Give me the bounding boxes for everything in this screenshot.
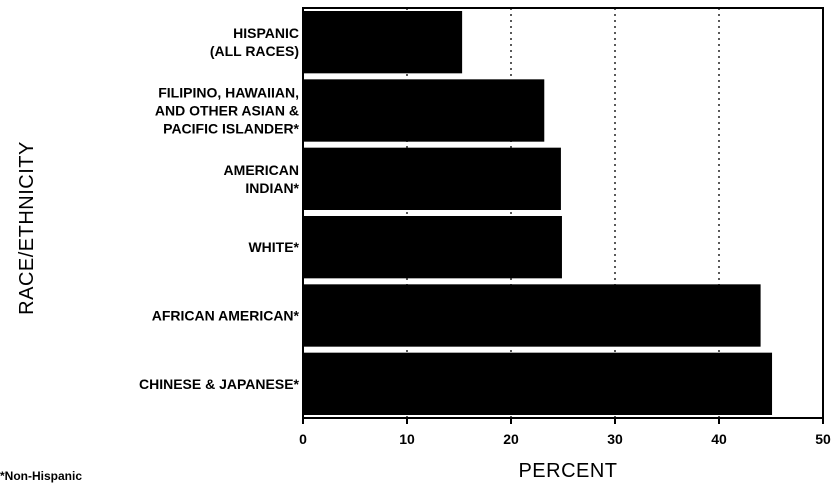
bars — [303, 11, 773, 415]
tick-label: 10 — [399, 431, 415, 447]
category-label: WHITE* — [248, 239, 299, 255]
tick-label: 20 — [503, 431, 519, 447]
category-label: HISPANIC — [233, 25, 299, 41]
category-label: CHINESE & JAPANESE* — [139, 376, 300, 392]
category-label: FILIPINO, HAWAIIAN, — [158, 85, 299, 101]
category-labels: HISPANIC (ALL RACES) FILIPINO, HAWAIIAN, AN… — [139, 25, 300, 392]
x-ticks: 0 10 20 30 40 50 — [299, 418, 831, 447]
bar — [303, 352, 773, 415]
bar — [303, 216, 562, 279]
tick-label: 50 — [815, 431, 831, 447]
tick-label: 30 — [607, 431, 623, 447]
category-label: (ALL RACES) — [210, 43, 299, 59]
bar — [303, 11, 463, 74]
footnote: *Non-Hispanic — [0, 469, 83, 483]
bar — [303, 284, 761, 347]
category-label: AFRICAN AMERICAN* — [152, 308, 300, 324]
tick-label: 40 — [711, 431, 727, 447]
bar — [303, 147, 561, 210]
y-axis-title: RACE/ETHNICITY — [16, 141, 38, 315]
category-label: INDIAN* — [245, 180, 299, 196]
category-label: AND OTHER ASIAN & — [155, 103, 299, 119]
tick-label: 0 — [299, 431, 307, 447]
x-axis-title: PERCENT — [518, 460, 617, 482]
category-label: AMERICAN — [224, 162, 299, 178]
grid-lines — [406, 8, 720, 418]
bar — [303, 79, 545, 142]
plot-frame — [302, 7, 824, 419]
category-label: PACIFIC ISLANDER* — [163, 121, 299, 137]
